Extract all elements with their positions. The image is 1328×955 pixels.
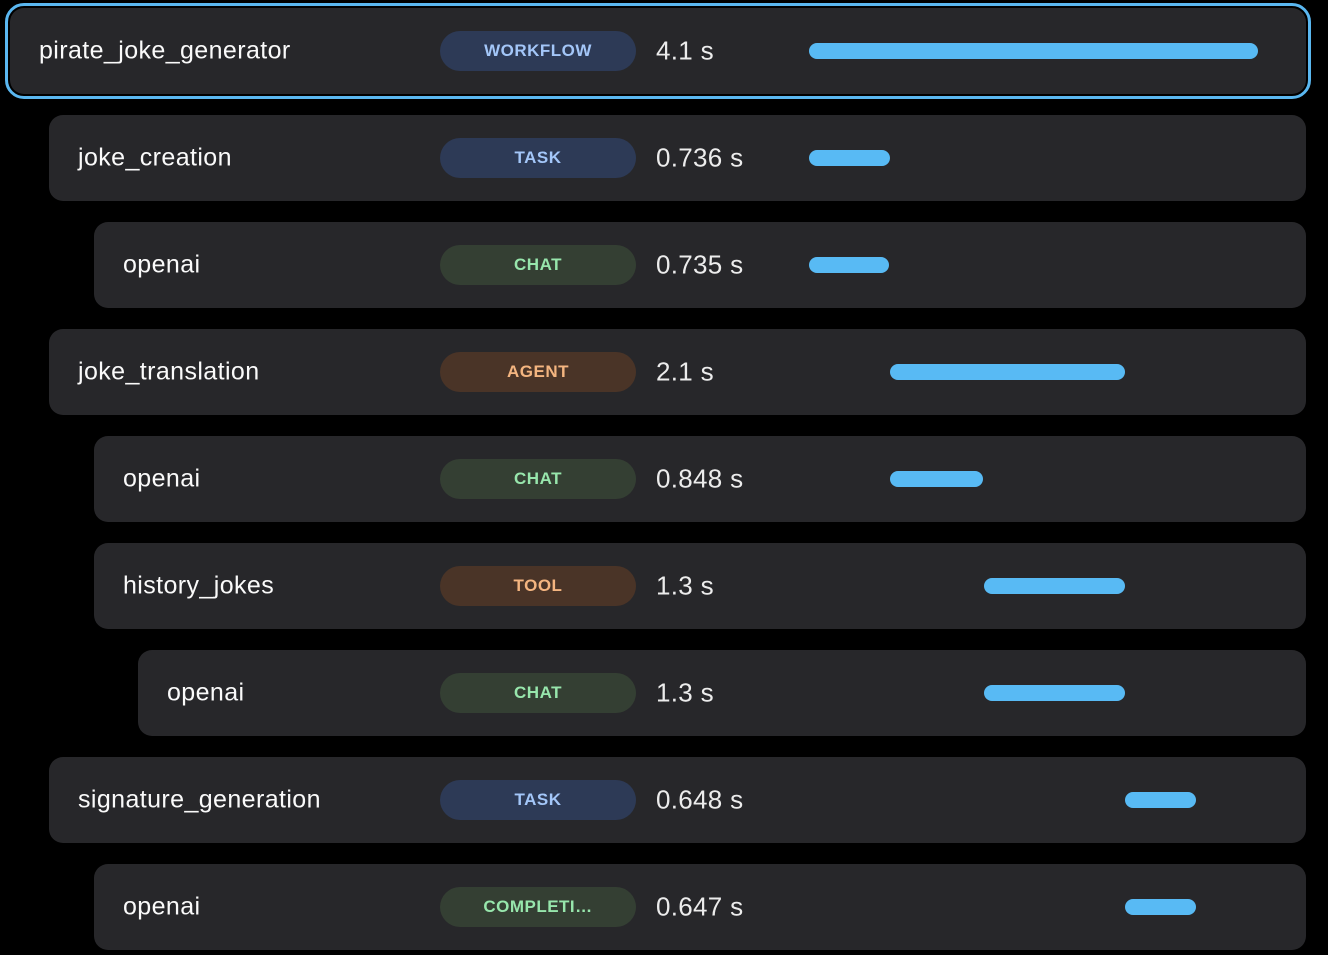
span-name: openai (123, 464, 201, 493)
span-name: signature_generation (78, 785, 321, 814)
span-name: pirate_joke_generator (39, 36, 291, 65)
span-row[interactable]: history_jokes TOOL 1.3 s (94, 543, 1306, 629)
span-duration: 1.3 s (656, 677, 714, 708)
span-type-badge: WORKFLOW (440, 31, 636, 71)
span-duration: 0.736 s (656, 142, 744, 173)
span-row[interactable]: openai CHAT 1.3 s (138, 650, 1306, 736)
span-row[interactable]: openai CHAT 0.735 s (94, 222, 1306, 308)
span-name: openai (123, 250, 201, 279)
span-duration: 0.647 s (656, 891, 744, 922)
span-timeline-bar (984, 578, 1126, 594)
span-type-badge: TASK (440, 138, 636, 178)
span-name: joke_creation (78, 143, 232, 172)
span-timeline-bar (809, 150, 890, 166)
span-row[interactable]: signature_generation TASK 0.648 s (49, 757, 1306, 843)
span-name: openai (123, 892, 201, 921)
span-row[interactable]: openai COMPLETI… 0.647 s (94, 864, 1306, 950)
span-row[interactable]: joke_translation AGENT 2.1 s (49, 329, 1306, 415)
span-name: history_jokes (123, 571, 275, 600)
span-type-badge: CHAT (440, 673, 636, 713)
span-timeline-bar (809, 43, 1258, 59)
span-name: openai (167, 678, 245, 707)
span-timeline-bar (1125, 792, 1196, 808)
span-timeline-bar (809, 257, 890, 273)
span-type-badge: TOOL (440, 566, 636, 606)
span-duration: 1.3 s (656, 570, 714, 601)
span-type-badge: CHAT (440, 459, 636, 499)
span-duration: 2.1 s (656, 356, 714, 387)
span-row[interactable]: joke_creation TASK 0.736 s (49, 115, 1306, 201)
span-name: joke_translation (78, 357, 260, 386)
span-duration: 0.648 s (656, 784, 744, 815)
span-row[interactable]: openai CHAT 0.848 s (94, 436, 1306, 522)
span-duration: 0.735 s (656, 249, 744, 280)
span-duration: 4.1 s (656, 35, 714, 66)
span-type-badge: AGENT (440, 352, 636, 392)
span-timeline-bar (984, 685, 1126, 701)
span-timeline-bar (889, 471, 983, 487)
span-timeline-bar (889, 364, 1125, 380)
span-type-badge: CHAT (440, 245, 636, 285)
span-timeline-bar (1125, 899, 1196, 915)
span-type-badge: TASK (440, 780, 636, 820)
span-duration: 0.848 s (656, 463, 744, 494)
span-row[interactable]: pirate_joke_generator WORKFLOW 4.1 s (5, 3, 1311, 99)
span-type-badge: COMPLETI… (440, 887, 636, 927)
